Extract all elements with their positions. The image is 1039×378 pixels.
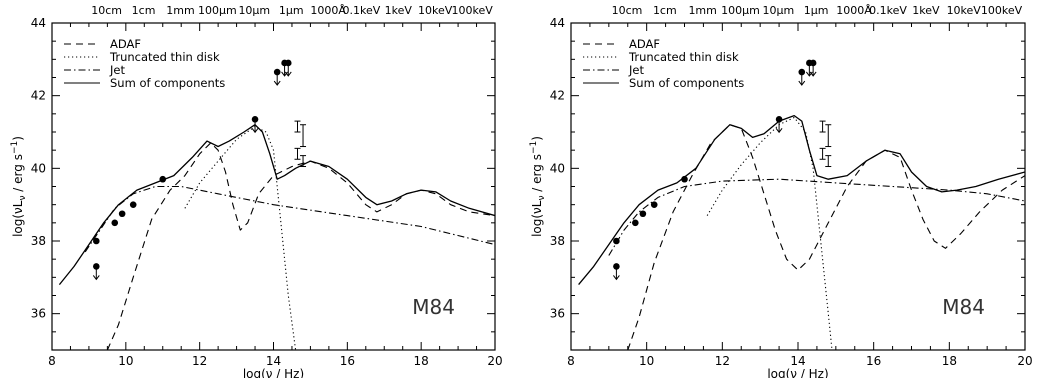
- legend-label: Truncated thin disk: [628, 50, 739, 64]
- top-axis-label: 10keV: [947, 4, 982, 17]
- series-dashed: [106, 142, 495, 350]
- top-axis-label: 10cm: [612, 4, 643, 17]
- legend-label: Sum of components: [629, 76, 744, 90]
- error-bar: [825, 155, 832, 168]
- error-bar: [819, 120, 826, 133]
- error-bar: [294, 147, 301, 160]
- panel-label: M84: [412, 295, 455, 319]
- error-bar: [300, 124, 307, 148]
- y-axis-title: log(νLν / erg s−1): [529, 136, 547, 237]
- x-tick-label: 8: [567, 354, 575, 368]
- y-tick-label: 44: [31, 16, 46, 30]
- legend-label: Truncated thin disk: [109, 50, 220, 64]
- top-axis-label: 1mm: [166, 4, 194, 17]
- x-tick-label: 16: [340, 354, 355, 368]
- series-dotted: [706, 116, 833, 350]
- top-axis-label: 1cm: [132, 4, 156, 17]
- y-tick-label: 38: [550, 234, 565, 248]
- top-axis-label: 10keV: [418, 4, 453, 17]
- top-axis-label: 1μm: [279, 4, 304, 17]
- upper-limit-point: [284, 59, 292, 77]
- data-point: [613, 237, 620, 245]
- legend-label: ADAF: [110, 37, 141, 51]
- data-point: [93, 237, 100, 245]
- top-axis-label: 1μm: [804, 4, 829, 17]
- x-tick-label: 12: [192, 354, 207, 368]
- series-dashdot: [84, 185, 495, 253]
- upper-limit-point: [613, 263, 620, 281]
- top-axis-label: 100μm: [198, 4, 237, 17]
- top-axis-label: 100keV: [451, 4, 493, 17]
- legend-label: ADAF: [629, 37, 660, 51]
- x-axis-title: log(ν / Hz): [767, 367, 828, 378]
- x-tick-label: 16: [866, 354, 881, 368]
- data-point: [129, 201, 137, 208]
- upper-limit-point: [798, 68, 806, 86]
- y-tick-label: 36: [550, 307, 565, 321]
- x-tick-label: 8: [48, 354, 56, 368]
- top-axis-label: 10μm: [238, 4, 270, 17]
- x-tick-label: 20: [487, 354, 502, 368]
- x-tick-label: 14: [790, 354, 805, 368]
- data-point: [159, 175, 167, 183]
- data-point: [118, 210, 126, 218]
- top-axis-label: 100keV: [981, 4, 1023, 17]
- upper-limit-point: [92, 263, 100, 281]
- data-point: [650, 201, 658, 208]
- data-point: [632, 219, 639, 227]
- legend-label: Jet: [628, 63, 644, 77]
- top-axis-label: 10μm: [762, 4, 794, 17]
- y-tick-label: 40: [550, 161, 565, 175]
- data-point: [111, 219, 119, 227]
- x-tick-label: 18: [414, 354, 429, 368]
- series-dotted: [184, 126, 297, 350]
- top-axis-label: 1000Å: [836, 4, 872, 17]
- y-tick-label: 36: [31, 307, 46, 321]
- panel-label: M84: [942, 295, 985, 319]
- upper-limit-point: [273, 68, 281, 86]
- y-tick-label: 38: [31, 234, 46, 248]
- top-axis-label: 1keV: [385, 4, 413, 17]
- data-point: [681, 175, 688, 183]
- y-tick-label: 42: [31, 89, 46, 103]
- error-bar: [300, 155, 307, 168]
- series-solid: [578, 114, 1025, 286]
- top-axis-label: 100μm: [721, 4, 760, 17]
- x-tick-label: 14: [266, 354, 281, 368]
- legend-label: Jet: [109, 63, 125, 77]
- y-axis-title: log(νLν / erg s−1): [10, 136, 28, 237]
- x-tick-label: 12: [715, 354, 730, 368]
- upper-limit-point: [251, 115, 259, 134]
- top-axis-label: 10cm: [91, 4, 122, 17]
- y-tick-label: 40: [31, 161, 46, 175]
- top-axis-label: 1cm: [653, 4, 677, 17]
- data-point: [639, 210, 647, 218]
- upper-limit-point: [775, 115, 783, 134]
- top-axis-label: 0.1keV: [342, 4, 380, 17]
- x-tick-label: 10: [639, 354, 654, 368]
- top-axis-label: 0.1keV: [869, 4, 907, 17]
- y-tick-label: 44: [550, 16, 565, 30]
- y-tick-label: 42: [550, 89, 565, 103]
- x-tick-label: 18: [942, 354, 957, 368]
- top-axis-label: 1keV: [912, 4, 940, 17]
- x-tick-label: 10: [118, 354, 133, 368]
- series-solid: [58, 124, 495, 286]
- error-bar: [294, 120, 301, 133]
- x-axis-title: log(ν / Hz): [243, 367, 304, 378]
- error-bar: [825, 124, 832, 148]
- series-dashed: [627, 124, 1025, 350]
- top-axis-label: 1000Å: [310, 4, 346, 17]
- x-tick-label: 20: [1017, 354, 1032, 368]
- legend-label: Sum of components: [110, 76, 225, 90]
- error-bar: [819, 147, 826, 160]
- top-axis-label: 1mm: [688, 4, 716, 17]
- upper-limit-point: [809, 59, 817, 77]
